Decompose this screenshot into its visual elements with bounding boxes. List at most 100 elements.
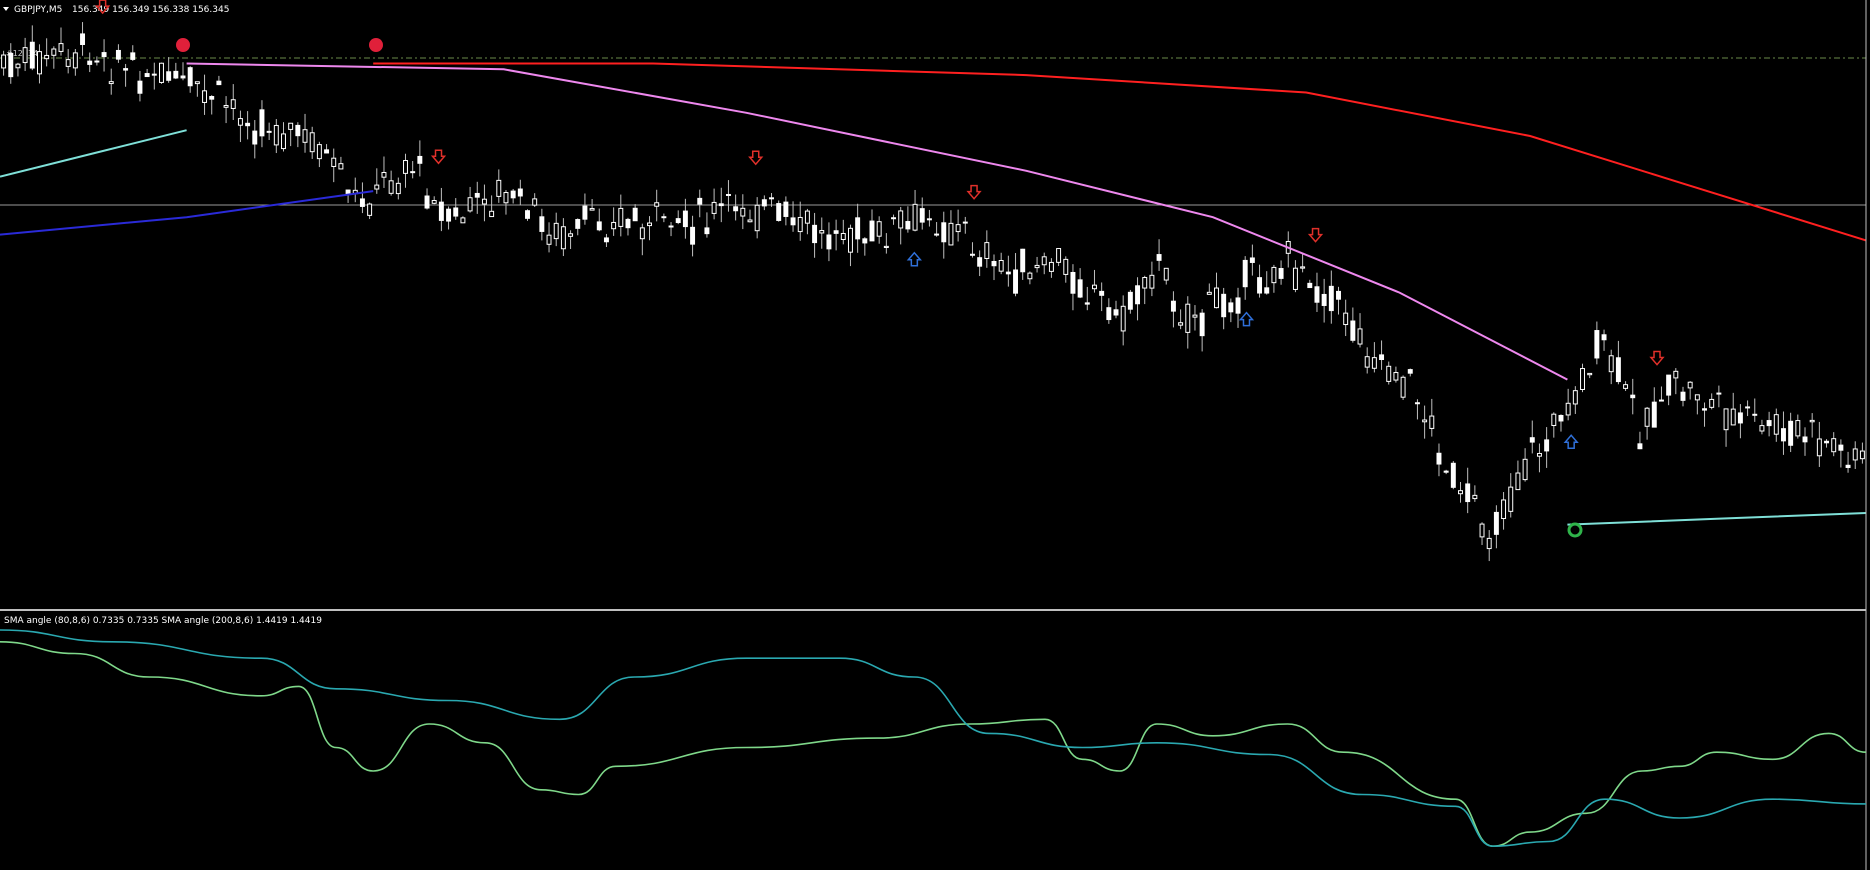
candle	[1780, 411, 1786, 455]
candle	[1106, 298, 1112, 324]
sell-arrow-icon	[430, 149, 447, 165]
candle	[1048, 258, 1054, 278]
candle	[517, 179, 523, 206]
candle	[1809, 413, 1815, 438]
candle	[790, 201, 796, 232]
candle	[1386, 361, 1392, 385]
candle	[553, 212, 559, 247]
candle	[338, 156, 344, 170]
candle	[1034, 256, 1040, 273]
candle	[446, 206, 452, 230]
candle	[223, 96, 229, 124]
candle	[690, 215, 696, 257]
candle	[1716, 385, 1722, 408]
candle	[804, 208, 810, 235]
candle	[1127, 289, 1133, 314]
candle	[202, 74, 208, 115]
candle	[1824, 439, 1830, 448]
candle	[611, 207, 617, 236]
candle	[144, 68, 150, 78]
candle	[1572, 386, 1578, 414]
candle	[1020, 248, 1026, 280]
candle	[381, 156, 387, 188]
candle	[704, 212, 710, 238]
candle	[1565, 388, 1571, 421]
candle	[1242, 256, 1248, 300]
candle	[568, 230, 574, 249]
candle	[560, 218, 566, 257]
candle	[532, 193, 538, 207]
candle	[1709, 393, 1715, 410]
candle	[130, 45, 136, 61]
candle	[1135, 277, 1141, 321]
candle	[1544, 427, 1550, 468]
candle	[467, 186, 473, 213]
candle	[998, 252, 1004, 275]
candle	[194, 81, 200, 97]
candle	[1666, 374, 1672, 406]
candle	[316, 141, 322, 168]
candle	[525, 209, 530, 221]
candle	[173, 62, 179, 80]
candle	[1092, 269, 1097, 293]
indicator-panel[interactable]: SMA angle (80,8,6) 0.7335 0.7335 SMA ang…	[0, 616, 1867, 848]
candle	[8, 43, 14, 84]
candle	[123, 63, 129, 87]
candle	[230, 84, 236, 120]
candle	[1314, 272, 1320, 312]
candle	[1393, 366, 1399, 383]
candle	[266, 122, 272, 141]
candle	[345, 189, 351, 203]
candle	[1278, 260, 1284, 285]
candle	[1479, 522, 1485, 546]
candle	[589, 199, 595, 211]
candle	[776, 200, 782, 222]
candle	[1644, 406, 1650, 440]
moving-average-line	[186, 62, 1568, 381]
collapse-arrow-icon[interactable]	[3, 7, 9, 11]
candle	[324, 144, 330, 154]
candle	[1536, 443, 1542, 473]
candle	[187, 66, 193, 93]
candle	[1515, 460, 1521, 491]
candle	[783, 196, 789, 226]
candle	[1773, 408, 1779, 442]
candle	[438, 187, 444, 232]
candle	[1422, 405, 1428, 439]
candle	[1113, 300, 1119, 319]
candle	[919, 197, 925, 230]
candle	[1163, 267, 1169, 285]
candle	[1343, 299, 1349, 337]
candle	[1357, 313, 1363, 348]
buy-arrow-icon	[906, 251, 922, 267]
candle	[1788, 412, 1794, 453]
candle	[1350, 307, 1356, 343]
candle	[926, 209, 932, 227]
candle	[1472, 485, 1478, 502]
candle	[166, 57, 172, 83]
candle	[661, 213, 667, 223]
candle	[833, 219, 839, 251]
candle	[1486, 530, 1492, 562]
candle	[1, 50, 7, 76]
candle	[295, 122, 301, 148]
candle	[1623, 381, 1629, 391]
candle	[984, 230, 990, 268]
order-label: #12734	[6, 49, 38, 58]
candle	[1594, 321, 1600, 365]
candle	[503, 190, 509, 215]
candle	[1615, 340, 1621, 385]
candle	[647, 216, 652, 241]
candle	[991, 254, 997, 281]
candle	[1041, 252, 1047, 275]
candle	[216, 75, 222, 86]
candle	[1687, 381, 1693, 400]
panel-divider[interactable]	[0, 609, 1866, 611]
candle	[281, 122, 286, 152]
candle	[639, 223, 645, 256]
candle	[29, 25, 35, 71]
candle	[876, 216, 882, 244]
main-price-panel[interactable]: GBPJPY,M5 156.349 156.349 156.338 156.34…	[0, 0, 1867, 562]
candle	[180, 62, 186, 81]
candle	[718, 187, 724, 223]
